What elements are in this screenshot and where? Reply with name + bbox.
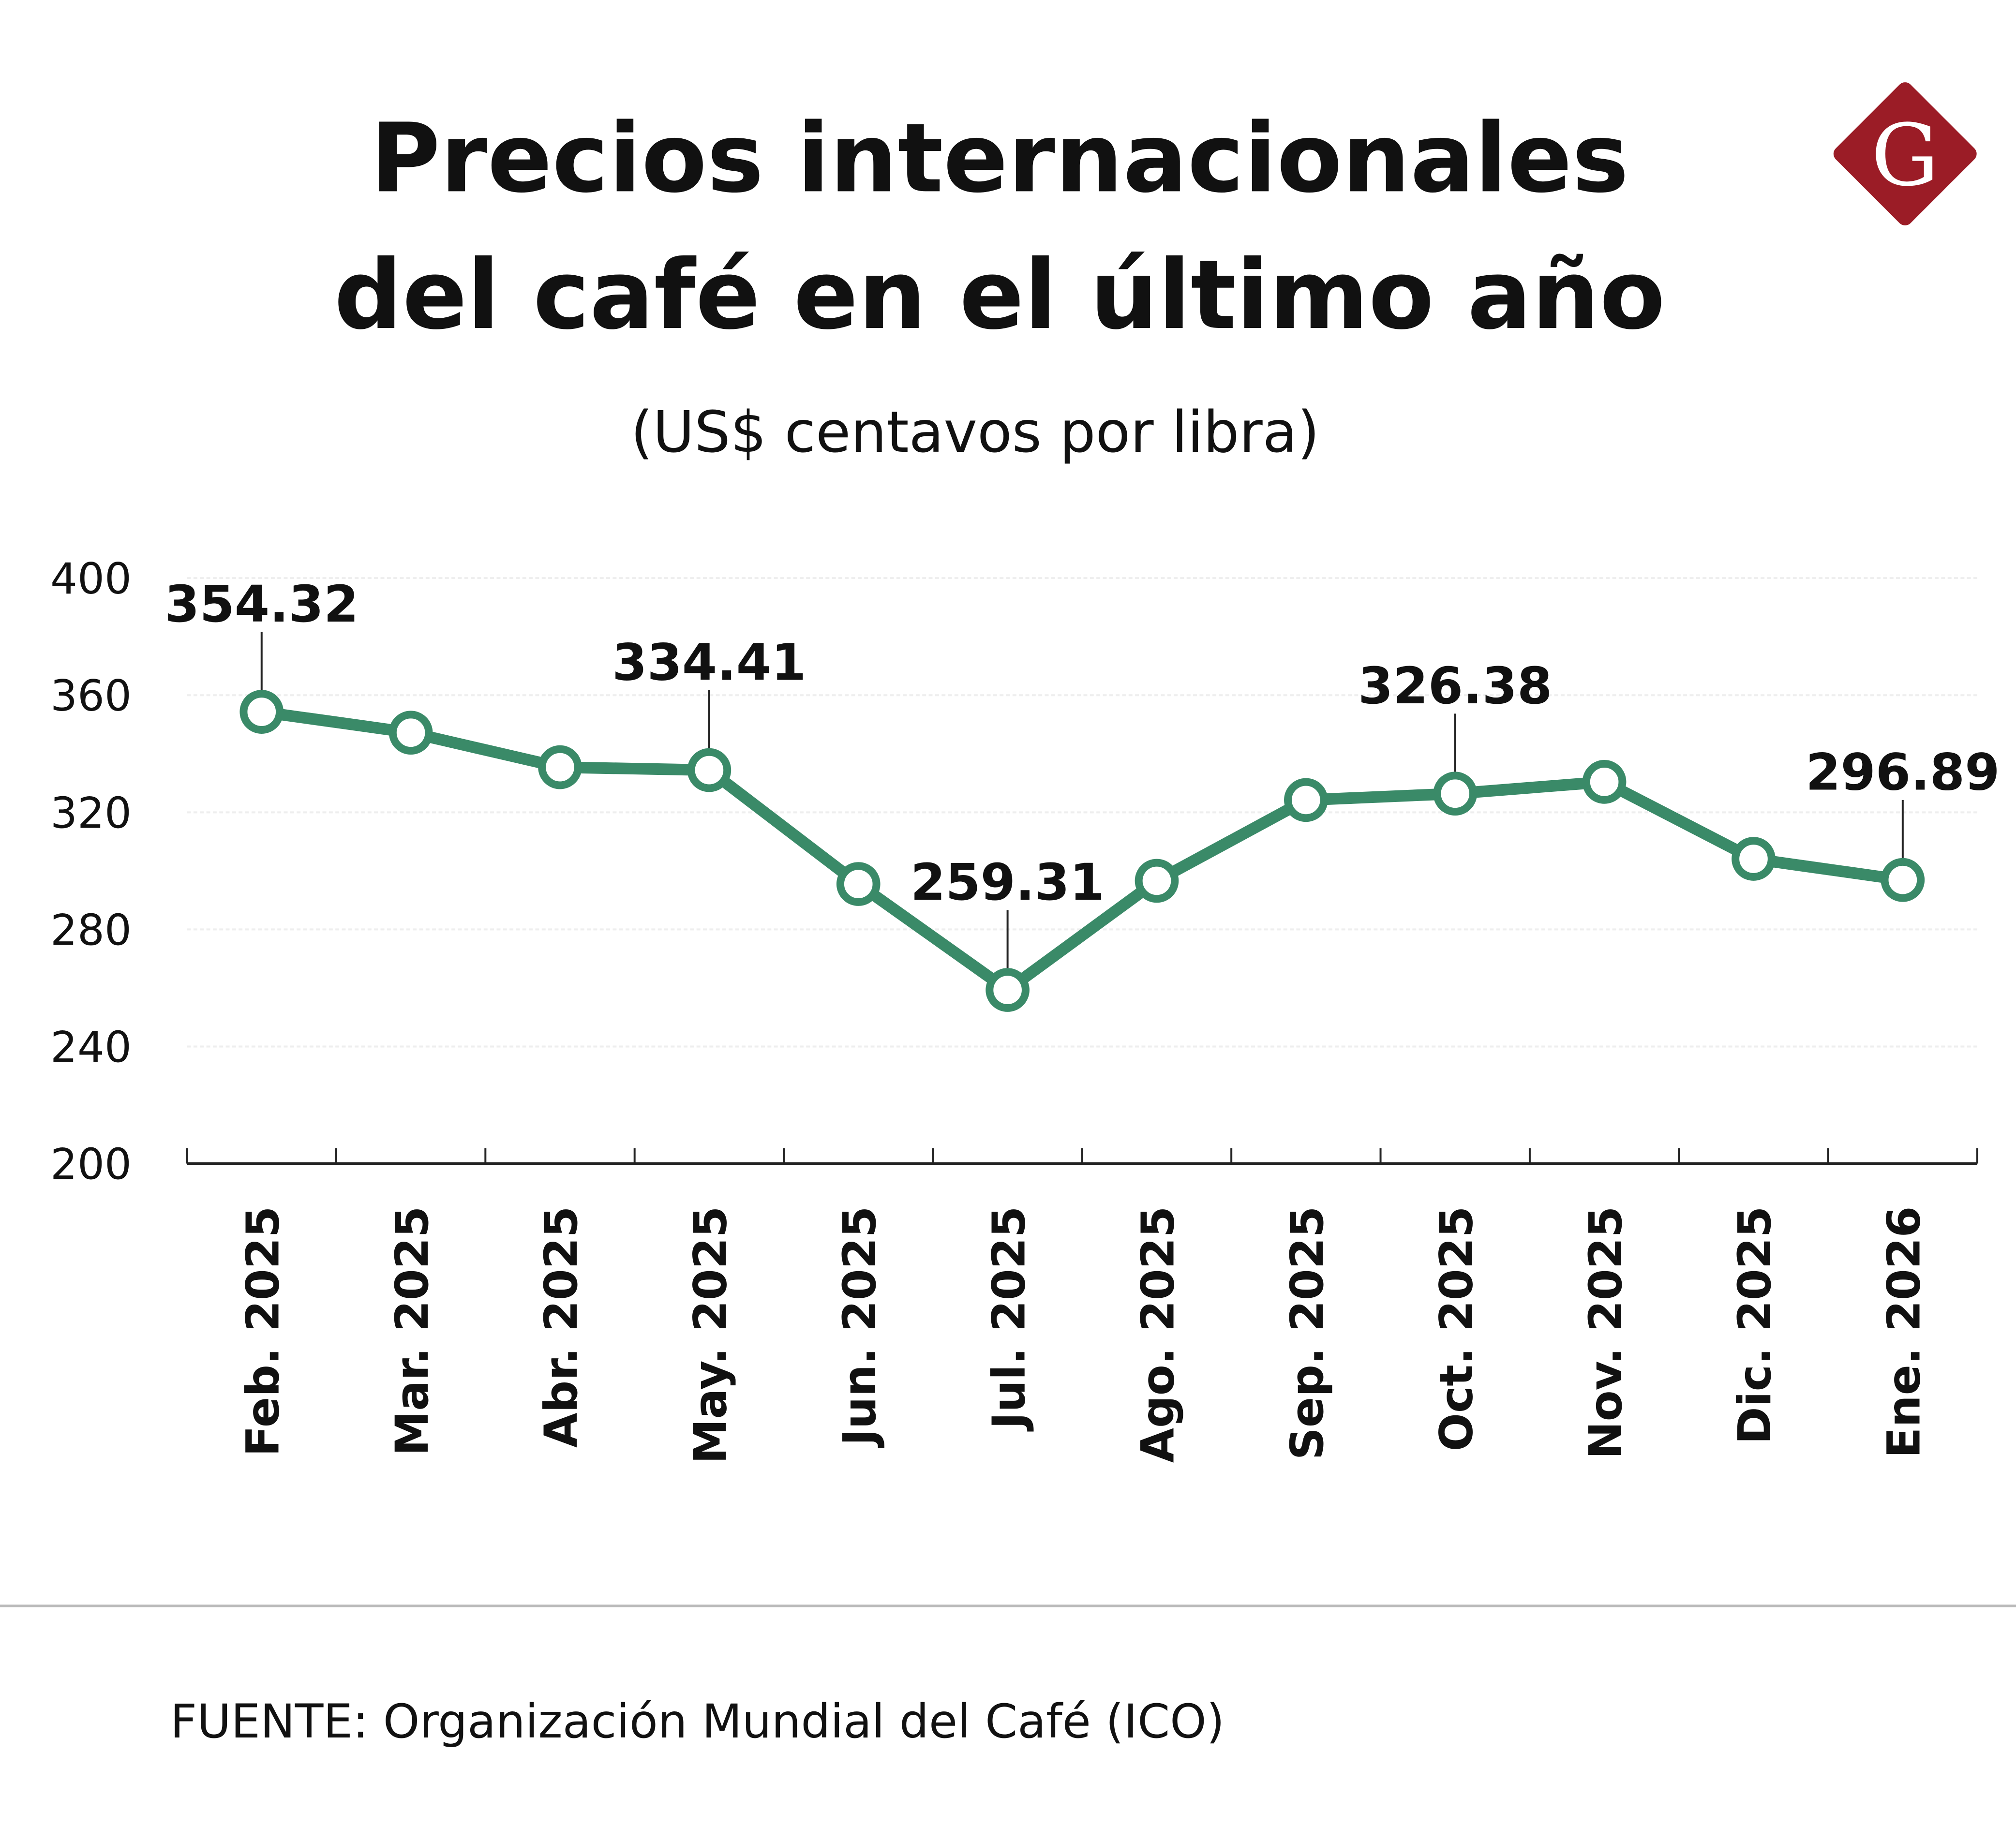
y-tick-label: 360 [50, 671, 132, 721]
series [239, 690, 1925, 1012]
grid [187, 577, 1978, 1048]
x-tick-label: Sep. 2025 [1281, 1206, 1334, 1460]
data-point [836, 862, 881, 906]
y-tick-label: 400 [50, 554, 132, 604]
y-axis: 200 240 280 320 360 400 [50, 554, 132, 1189]
y-tick-label: 240 [50, 1022, 132, 1072]
data-point [538, 745, 582, 789]
data-point [1135, 859, 1179, 903]
data-point [687, 748, 732, 792]
x-tick-label: Abr. 2025 [535, 1206, 588, 1448]
source-note: FUENTE: Organización Mundial del Café (I… [170, 1694, 1225, 1749]
data-label: 296.89 [1806, 743, 2000, 802]
x-tick-label: Dic. 2025 [1729, 1206, 1781, 1444]
x-tick-label: May. 2025 [685, 1206, 737, 1464]
x-axis: Feb. 2025 Mar. 2025 Abr. 2025 May. 2025 Jun.… [186, 1148, 1979, 1464]
y-tick-label: 320 [50, 788, 132, 838]
chart-title-line-2: del café en el último año [334, 239, 1665, 351]
data-point [986, 968, 1030, 1012]
data-label: 354.32 [164, 575, 358, 634]
data-point [1284, 778, 1328, 822]
x-tick-label: Feb. 2025 [237, 1206, 289, 1457]
x-tick-label: Ago. 2025 [1132, 1206, 1185, 1463]
data-label: 334.41 [612, 633, 806, 692]
x-tick-label: Mar. 2025 [386, 1206, 439, 1456]
y-tick-label: 200 [50, 1140, 132, 1189]
y-tick-label: 280 [50, 905, 132, 955]
data-point [1433, 772, 1478, 816]
logo-diamond [1833, 82, 1977, 226]
chart-title-line-1: Precios internacionales [371, 103, 1629, 214]
logo: G [1833, 82, 1977, 226]
data-labels: 354.32 334.41 259.31 326.38 296.89 [164, 575, 2000, 968]
data-point [1732, 837, 1776, 881]
x-tick-label: Nov. 2025 [1580, 1206, 1632, 1459]
series-line [261, 706, 1904, 996]
data-label: 326.38 [1358, 656, 1552, 715]
data-point [388, 711, 433, 755]
x-tick-label: Oct. 2025 [1430, 1206, 1483, 1452]
x-tick-label: Jun. 2025 [834, 1206, 886, 1449]
logo-letter: G [1871, 106, 1939, 205]
x-tick-label: Jul. 2025 [983, 1206, 1035, 1432]
chart-subtitle: (US$ centavos por libra) [631, 399, 1320, 465]
data-point [239, 690, 284, 734]
data-label: 259.31 [911, 853, 1105, 912]
data-point [1881, 858, 1925, 902]
x-tick-label: Ene. 2026 [1878, 1206, 1930, 1458]
data-point [1582, 760, 1627, 804]
